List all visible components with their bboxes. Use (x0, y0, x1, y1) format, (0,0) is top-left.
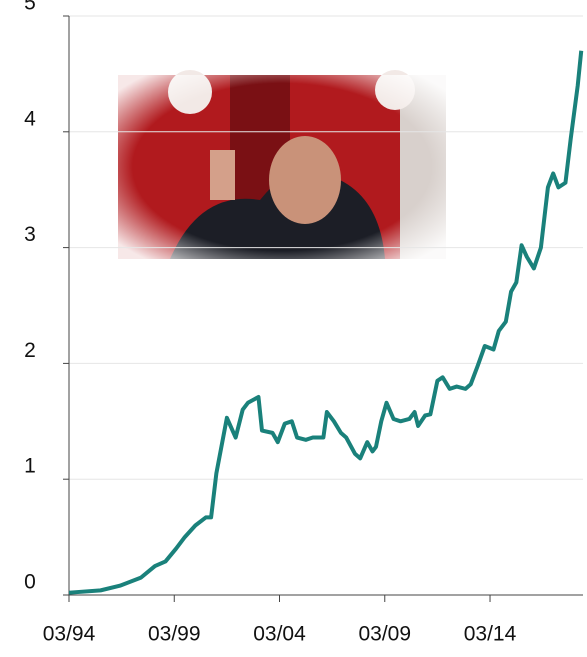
x-tick-label: 03/99 (148, 623, 201, 646)
y-tick-label: 5 (24, 0, 36, 15)
y-tick-label: 1 (24, 455, 36, 478)
y-tick-label: 3 (24, 223, 36, 246)
x-tick-label: 03/04 (253, 623, 306, 646)
y-tick-label: 0 (24, 571, 36, 594)
x-tick-label: 03/14 (464, 623, 517, 646)
y-tick-label: 4 (24, 107, 36, 130)
photo (118, 70, 446, 259)
x-tick-label: 03/94 (43, 623, 96, 646)
data-line (68, 50, 584, 595)
x-tick-label: 03/09 (358, 623, 411, 646)
y-tick-label: 2 (24, 339, 36, 362)
